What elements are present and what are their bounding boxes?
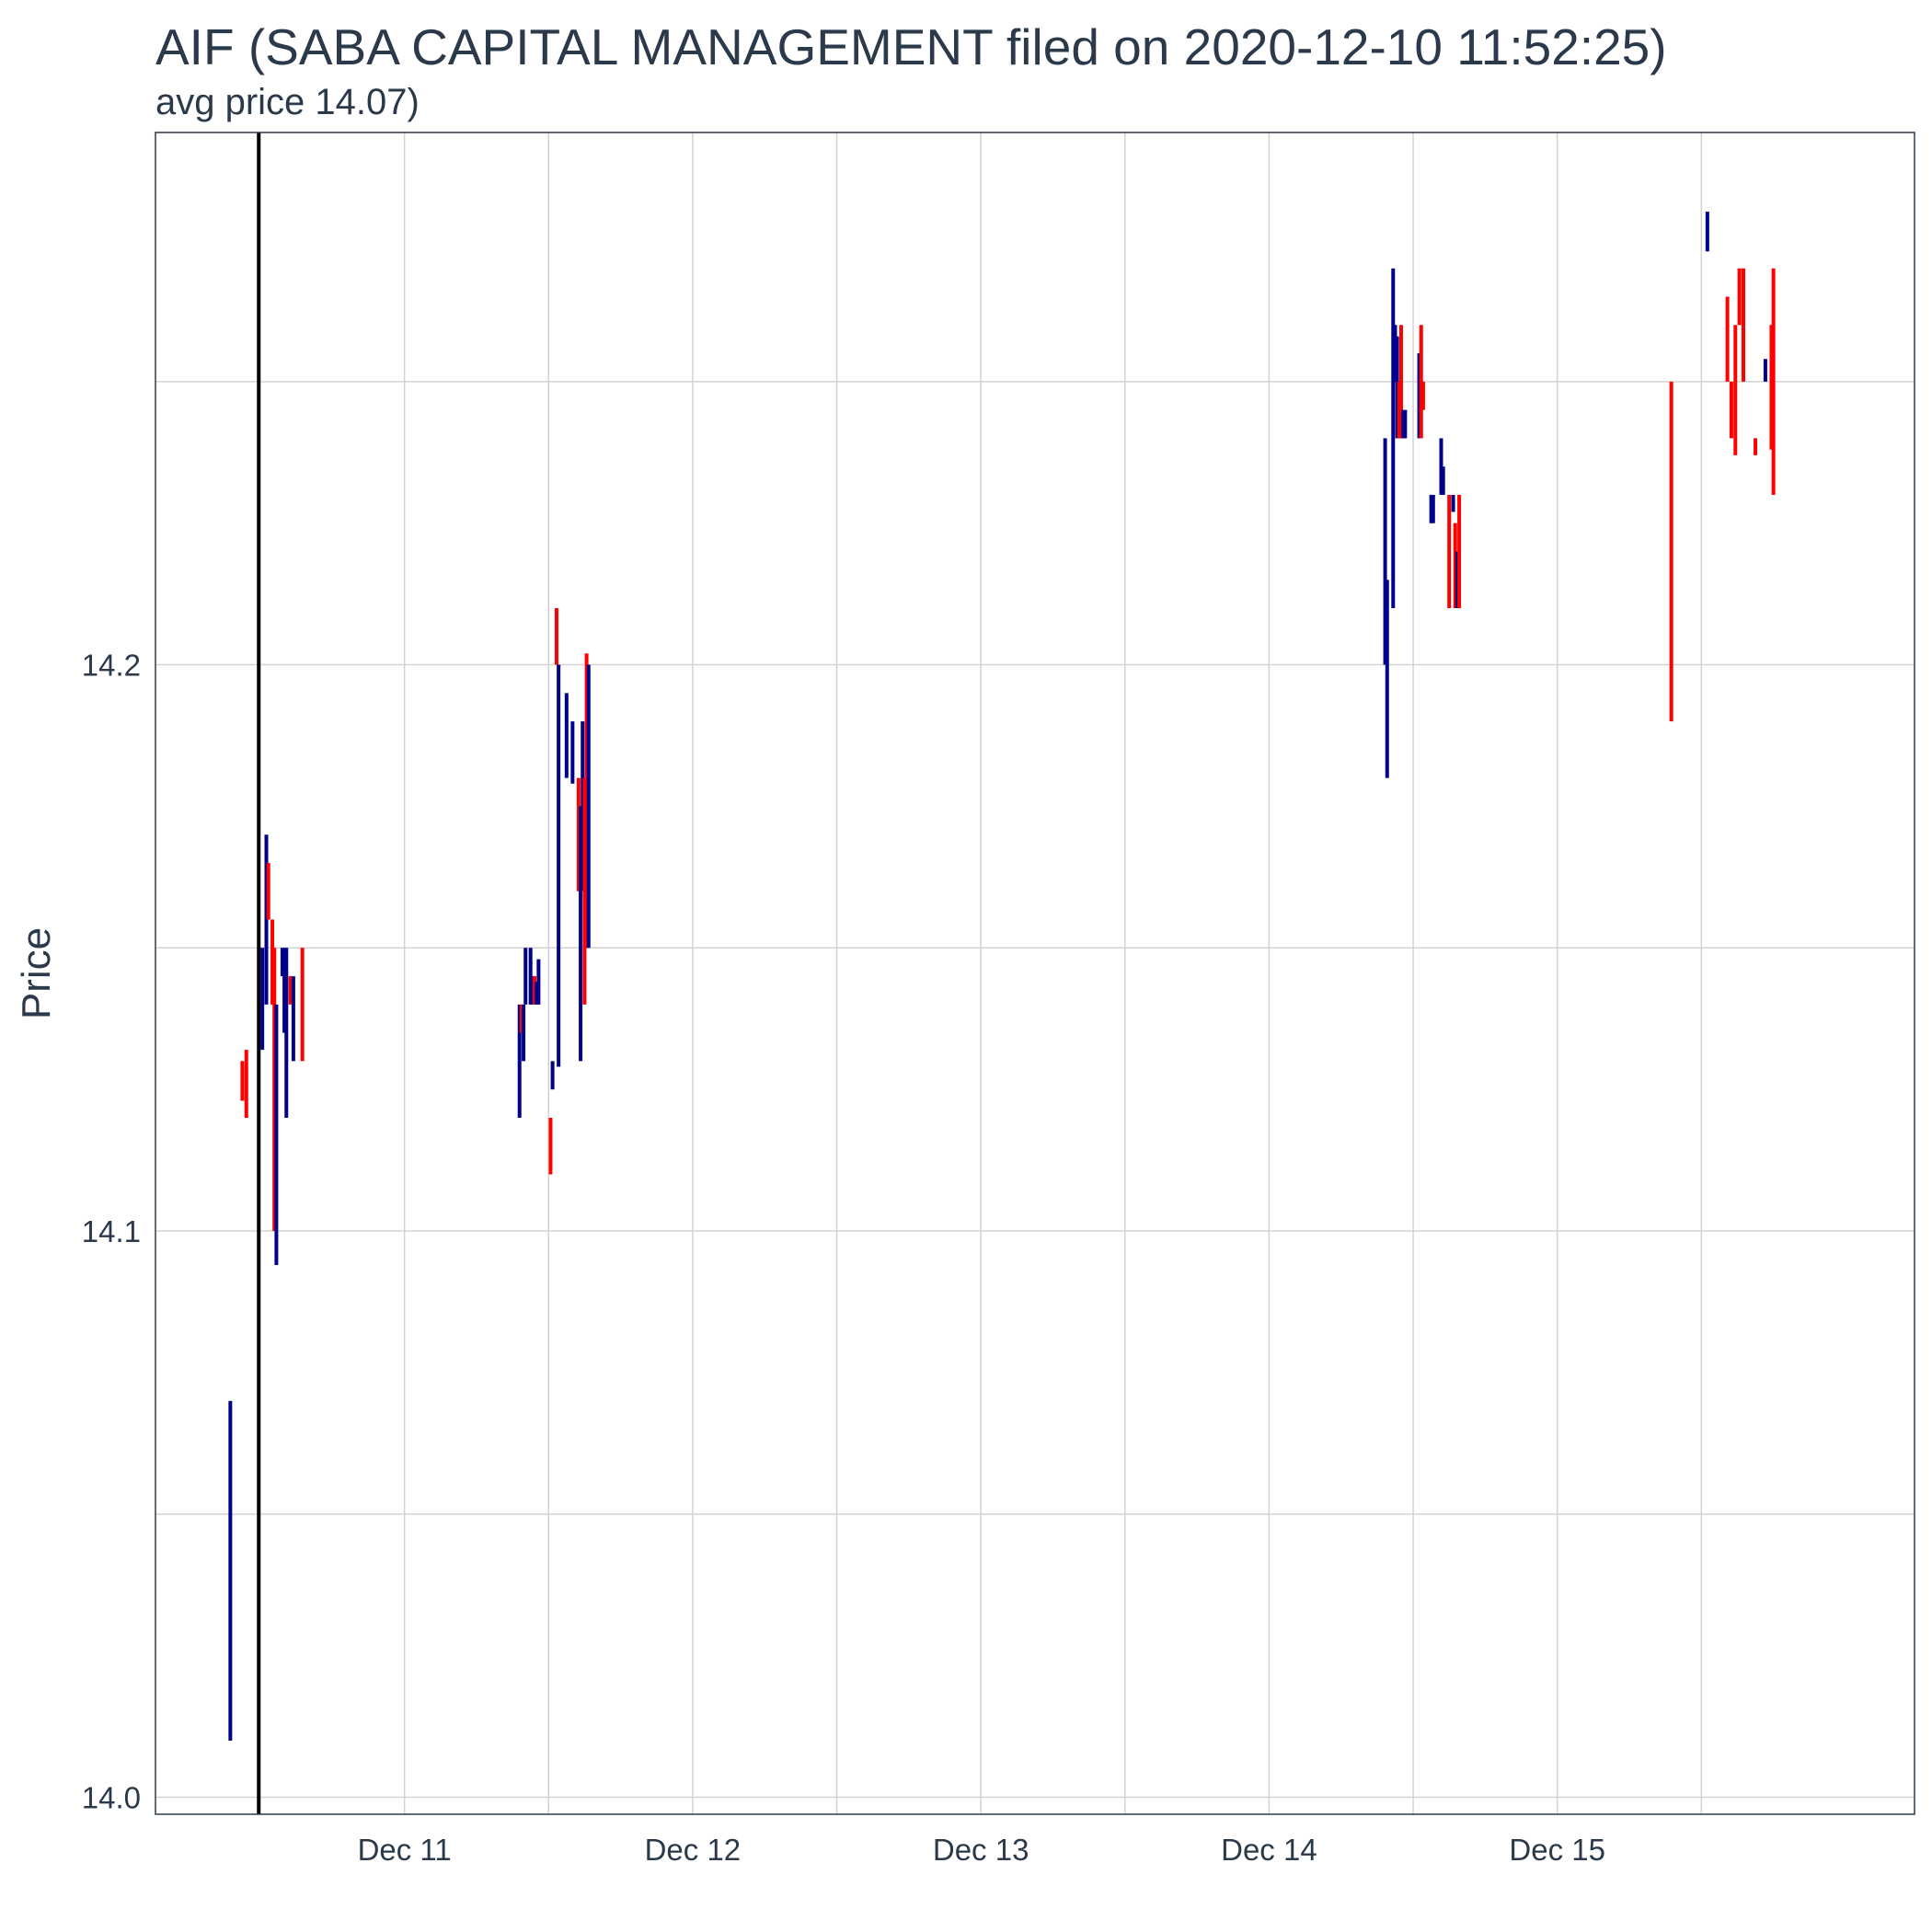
grid-lines xyxy=(155,132,1915,1814)
chart-subtitle: avg price 14.07) xyxy=(155,82,420,122)
x-tick-label: Dec 13 xyxy=(933,1833,1029,1867)
x-tick-label: Dec 12 xyxy=(645,1833,742,1867)
y-axis-ticks: 14.0 14.1 14.2 xyxy=(82,649,141,1815)
x-tick-label: Dec 11 xyxy=(358,1833,452,1867)
x-axis-ticks: Dec 11 Dec 12 Dec 13 Dec 14 Dec 15 xyxy=(358,1833,1605,1867)
x-tick-label: Dec 14 xyxy=(1221,1833,1317,1867)
y-axis-label: Price xyxy=(14,927,59,1019)
y-tick-label: 14.2 xyxy=(82,649,141,683)
y-tick-label: 14.0 xyxy=(82,1781,141,1815)
chart-title: AIF (SABA CAPITAL MANAGEMENT filed on 20… xyxy=(155,18,1667,75)
x-tick-label: Dec 15 xyxy=(1509,1833,1605,1867)
y-tick-label: 14.1 xyxy=(82,1214,141,1248)
panel-border xyxy=(155,132,1915,1815)
price-bars xyxy=(228,212,1776,1741)
